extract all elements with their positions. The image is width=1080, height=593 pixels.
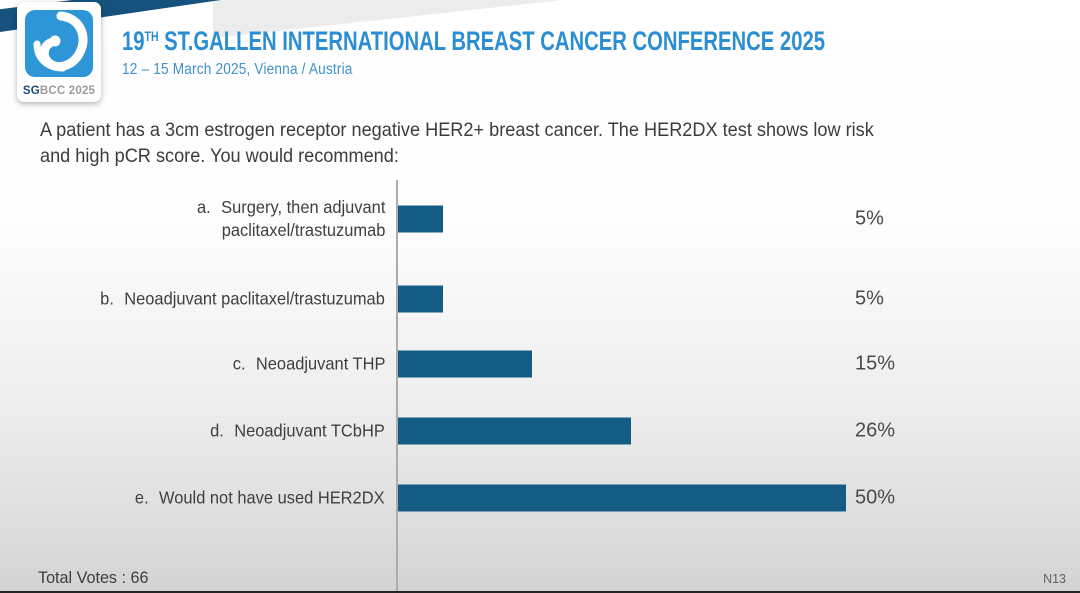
option-text: Neoadjuvant THP: [255, 353, 385, 374]
poll-question: A patient has a 3cm estrogen receptor ne…: [40, 117, 937, 169]
bar-label: d. Neoadjuvant TCbHP: [0, 419, 385, 442]
logo-text-rest: BCC 2025: [39, 85, 96, 97]
option-text: Surgery, then adjuvant paclitaxel/trastuz…: [220, 196, 385, 240]
video-letterbox-strip: [0, 591, 1080, 593]
poll-question-line1: A patient has a 3cm estrogen receptor ne…: [40, 119, 874, 141]
title-number: 19: [122, 26, 145, 56]
bar-label: e. Would not have used HER2DX: [0, 487, 385, 510]
option-text: Neoadjuvant TCbHP: [234, 420, 385, 440]
bar-value-label: 15%: [855, 352, 896, 375]
bar: [398, 417, 631, 444]
bar: [398, 484, 846, 512]
header-title-block: 19TH ST.GALLEN INTERNATIONAL BREAST CANC…: [122, 26, 1059, 79]
poll-question-line2: and high pCR score. You would recommend:: [40, 145, 399, 167]
bar-label: a. Surgery, then adjuvant paclitaxel/trast…: [0, 196, 385, 242]
title-text: ST.GALLEN INTERNATIONAL BREAST CANCER CO…: [158, 26, 825, 56]
bar: [398, 205, 443, 232]
sgbcc-logo-text: SGBCC 2025: [17, 85, 101, 97]
bar-label: c. Neoadjuvant THP: [0, 353, 385, 376]
slide-number: N13: [1043, 572, 1066, 586]
conference-title: 19TH ST.GALLEN INTERNATIONAL BREAST CANC…: [122, 26, 825, 57]
title-ordinal-suffix: TH: [144, 28, 159, 44]
option-letter: c.: [232, 353, 246, 374]
option-text: Neoadjuvant paclitaxel/trastuzumab: [124, 288, 385, 309]
bar-value-label: 5%: [855, 287, 884, 310]
option-text: Would not have used HER2DX: [159, 487, 385, 508]
bar: [398, 285, 443, 313]
bar-value-label: 5%: [855, 207, 884, 229]
chart-axis-line: [396, 180, 398, 591]
logo-text-sg: SG: [22, 85, 40, 97]
conference-dates: 12 – 15 March 2025, Vienna / Austria: [122, 61, 353, 78]
bar-value-label: 50%: [855, 486, 896, 509]
sgbcc-logo-card: SGBCC 2025: [17, 2, 101, 102]
option-letter: b.: [100, 288, 115, 309]
total-votes-label: Total Votes : 66: [38, 568, 149, 587]
option-letter: a.: [196, 196, 211, 217]
option-letter: d.: [210, 420, 225, 440]
bar-value-label: 26%: [855, 419, 896, 441]
sgbcc-logo-icon: [25, 10, 93, 77]
option-letter: e.: [135, 487, 150, 508]
bar: [398, 350, 532, 378]
bar-label: b. Neoadjuvant paclitaxel/trastuzumab: [0, 288, 385, 311]
